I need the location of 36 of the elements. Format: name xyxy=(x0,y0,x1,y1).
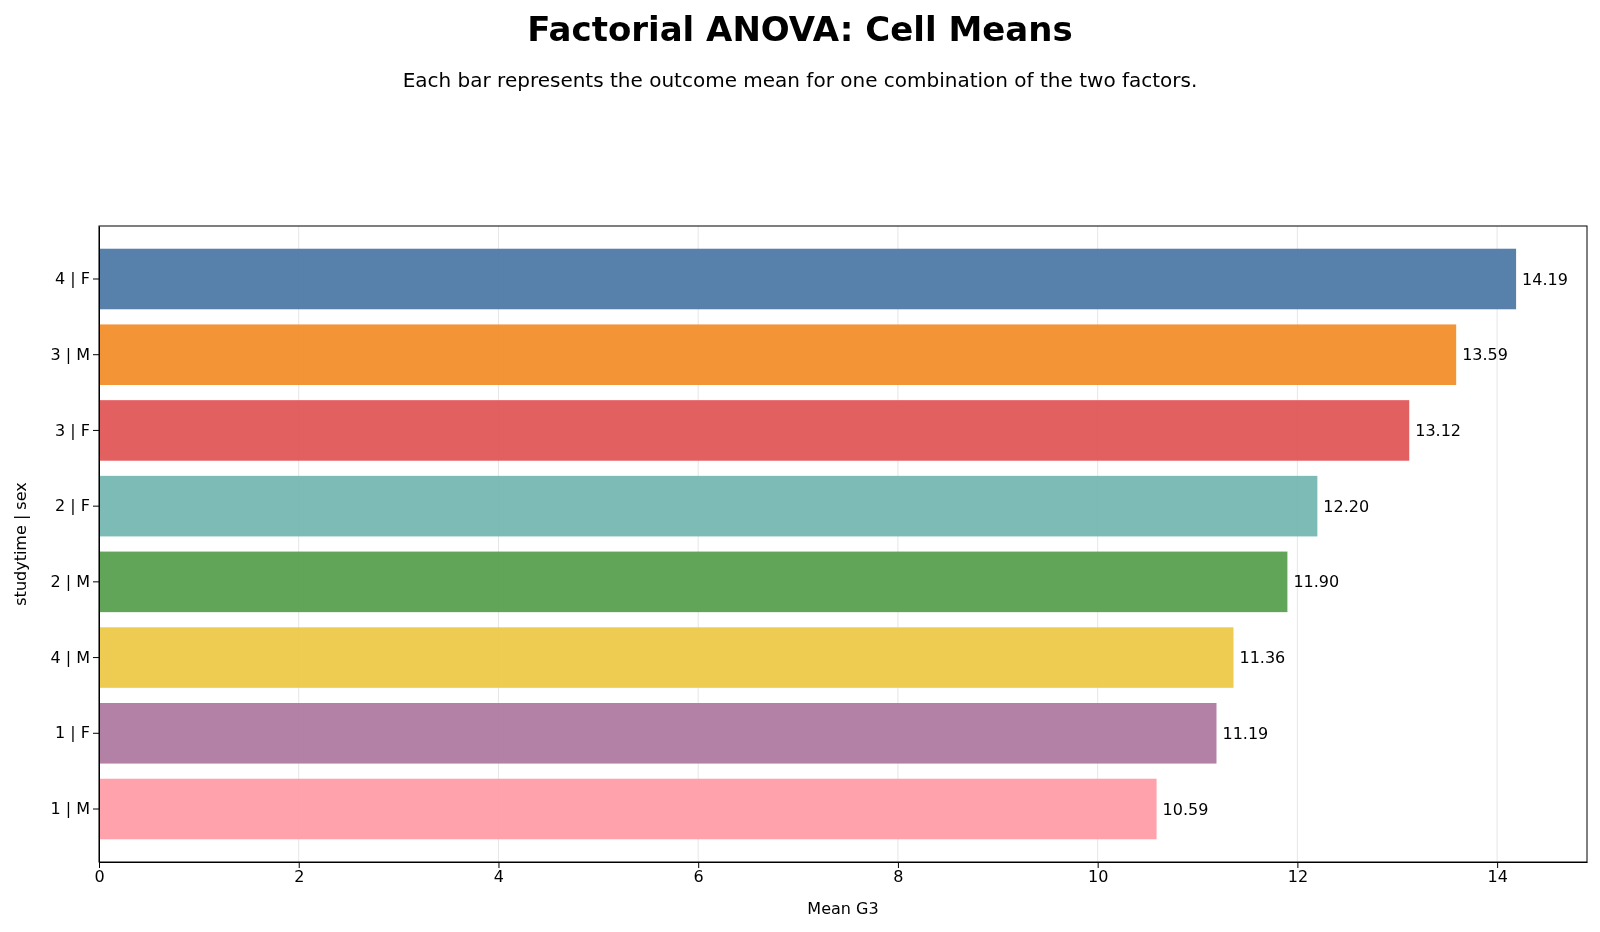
bar xyxy=(99,475,1318,537)
x-tick-label: 4 xyxy=(493,867,505,887)
x-tick-label: 12 xyxy=(1287,867,1309,887)
x-tick-label: 6 xyxy=(693,867,704,887)
bar xyxy=(99,703,1217,764)
bar xyxy=(99,324,1457,385)
y-tick-label: 1 | M xyxy=(50,799,90,819)
y-tick-label: 3 | M xyxy=(50,344,90,364)
y-axis-title: studytime | sex xyxy=(11,482,30,606)
data-label: 13.12 xyxy=(1415,421,1462,441)
y-tick-label: 4 | M xyxy=(50,647,90,667)
chart-subtitle: Each bar represents the outcome mean for one combination of the two factors. xyxy=(402,68,1198,92)
x-tick-label: 10 xyxy=(1087,867,1109,887)
y-tick-label: 2 | F xyxy=(55,496,90,516)
y-tick-label: 3 | F xyxy=(55,420,90,440)
x-tick-label: 0 xyxy=(94,867,105,887)
data-label: 14.19 xyxy=(1522,269,1568,289)
bar xyxy=(99,400,1410,461)
data-label: 10.59 xyxy=(1162,799,1209,819)
data-label: 11.36 xyxy=(1239,648,1286,668)
y-tick-label: 2 | M xyxy=(50,571,90,591)
bar xyxy=(99,248,1517,310)
bar xyxy=(99,627,1234,688)
data-label: 12.20 xyxy=(1323,496,1370,516)
x-axis-title: Mean G3 xyxy=(807,899,879,918)
bar xyxy=(99,778,1157,840)
data-label: 13.59 xyxy=(1462,345,1508,365)
data-label: 11.19 xyxy=(1222,723,1269,743)
y-tick-label: 4 | F xyxy=(55,269,90,289)
y-tick-label: 1 | F xyxy=(55,723,90,743)
data-label: 11.90 xyxy=(1293,572,1340,592)
chart-title: Factorial ANOVA: Cell Means xyxy=(527,9,1073,49)
x-tick-label: 8 xyxy=(893,867,904,887)
x-tick-label: 14 xyxy=(1487,867,1508,887)
bar xyxy=(99,551,1288,613)
x-tick-label: 2 xyxy=(294,867,305,887)
